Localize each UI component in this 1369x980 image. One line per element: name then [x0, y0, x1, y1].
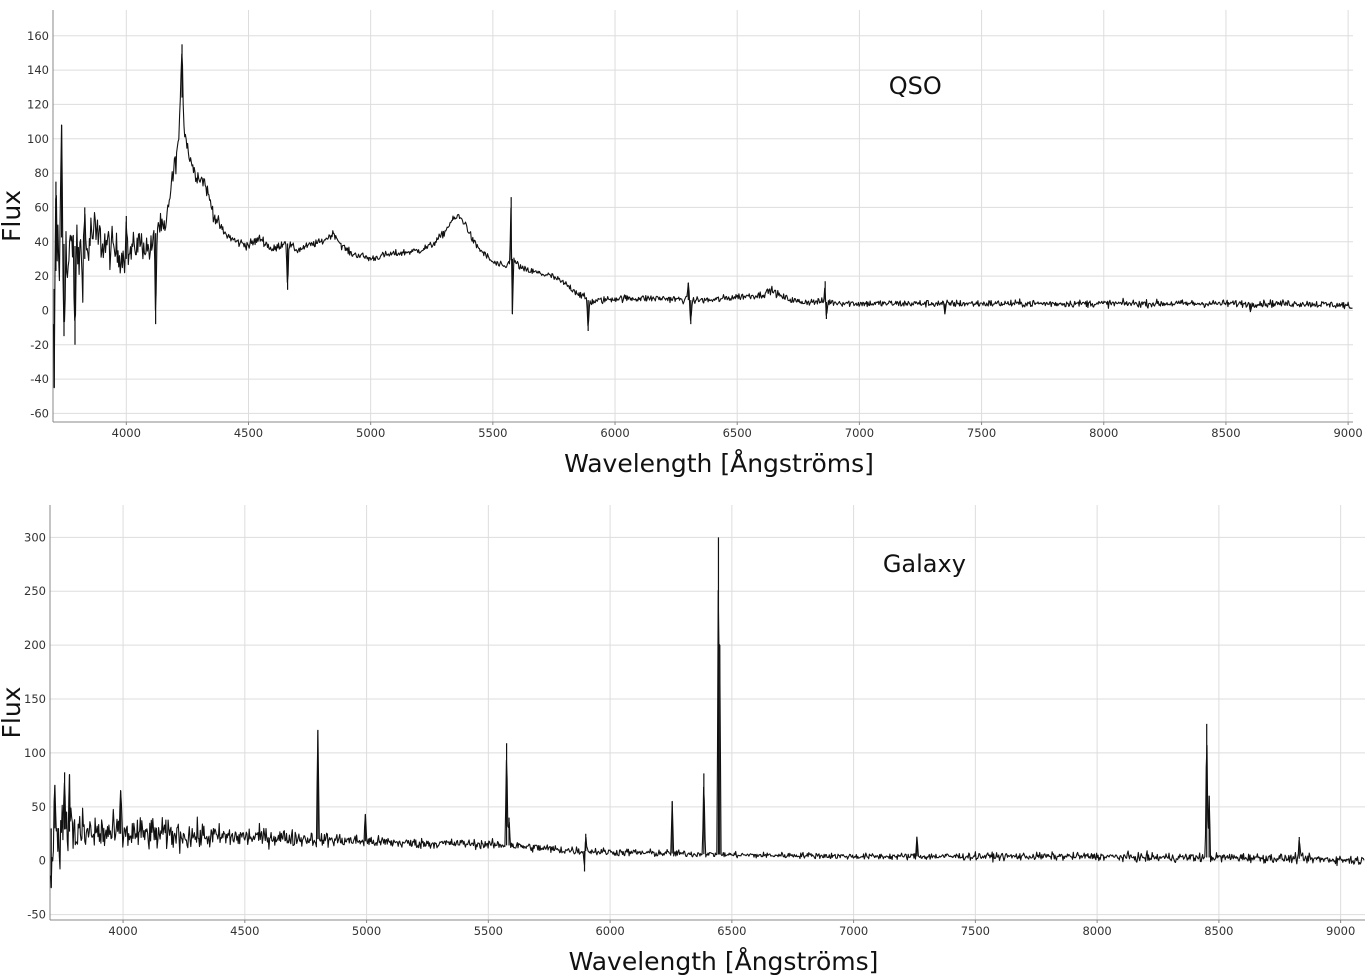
- x-tick-label: 6000: [600, 426, 629, 440]
- galaxy-panel: 4000 4500 5000 5500 6000 6500 7000 7500 8000 8500…: [0, 505, 1365, 976]
- x-tick-label: 6500: [717, 924, 746, 938]
- y-tick-label: 160: [27, 29, 49, 43]
- y-tick-label: 50: [31, 800, 46, 814]
- qso-panel: 4000 4500 5000 5500 6000 6500 7000 7500 8000 8500…: [0, 10, 1363, 478]
- x-tick-label: 7000: [839, 924, 868, 938]
- x-tick-label: 8000: [1089, 426, 1118, 440]
- y-tick-label: 150: [24, 692, 46, 706]
- x-tick-label: 4000: [108, 924, 137, 938]
- x-tick-label: 6000: [595, 924, 624, 938]
- y-tick-label: 120: [27, 97, 49, 111]
- galaxy-spectrum-line: [49, 590, 1365, 889]
- qso-label: QSO: [889, 72, 942, 100]
- x-tick-label: 4500: [234, 426, 263, 440]
- x-tick-label: 5500: [478, 426, 507, 440]
- y-tick-label: -20: [30, 338, 49, 352]
- y-tick-label: 250: [24, 584, 46, 598]
- x-tick-label: 4000: [112, 426, 141, 440]
- x-tick-label: 9000: [1326, 924, 1355, 938]
- y-tick-label: 0: [39, 854, 46, 868]
- y-tick-label: 100: [27, 132, 49, 146]
- x-tick-label: 5500: [474, 924, 503, 938]
- x-tick-label: 9000: [1333, 426, 1362, 440]
- y-tick-label: -60: [30, 406, 49, 420]
- y-tick-label: 300: [24, 530, 46, 544]
- y-axis-title: Flux: [0, 687, 26, 739]
- y-tick-label: 20: [34, 269, 49, 283]
- x-tick-label: 7500: [961, 924, 990, 938]
- qso-spectrum-line: [52, 53, 1353, 389]
- x-tick-label: 5000: [356, 426, 385, 440]
- y-tick-label: 200: [24, 638, 46, 652]
- galaxy-label: Galaxy: [883, 550, 966, 578]
- y-tick-label: 80: [34, 166, 49, 180]
- x-tick-label: 8500: [1204, 924, 1233, 938]
- x-tick-label: 4500: [230, 924, 259, 938]
- x-tick-label: 7000: [845, 426, 874, 440]
- y-axis-title: Flux: [0, 190, 26, 242]
- y-tick-label: 140: [27, 63, 49, 77]
- x-tick-label: 6500: [723, 426, 752, 440]
- x-tick-label: 8500: [1211, 426, 1240, 440]
- y-tick-label: -40: [30, 372, 49, 386]
- x-tick-label: 8000: [1082, 924, 1111, 938]
- x-axis-title: Wavelength [Ångströms]: [569, 947, 879, 976]
- x-axis-title: Wavelength [Ångströms]: [564, 449, 874, 478]
- x-tick-label: 7500: [967, 426, 996, 440]
- y-tick-label: -50: [27, 908, 46, 922]
- y-tick-label: 0: [42, 303, 49, 317]
- y-tick-label: 100: [24, 746, 46, 760]
- x-tick-label: 5000: [352, 924, 381, 938]
- y-tick-label: 60: [34, 200, 49, 214]
- y-tick-label: 40: [34, 235, 49, 249]
